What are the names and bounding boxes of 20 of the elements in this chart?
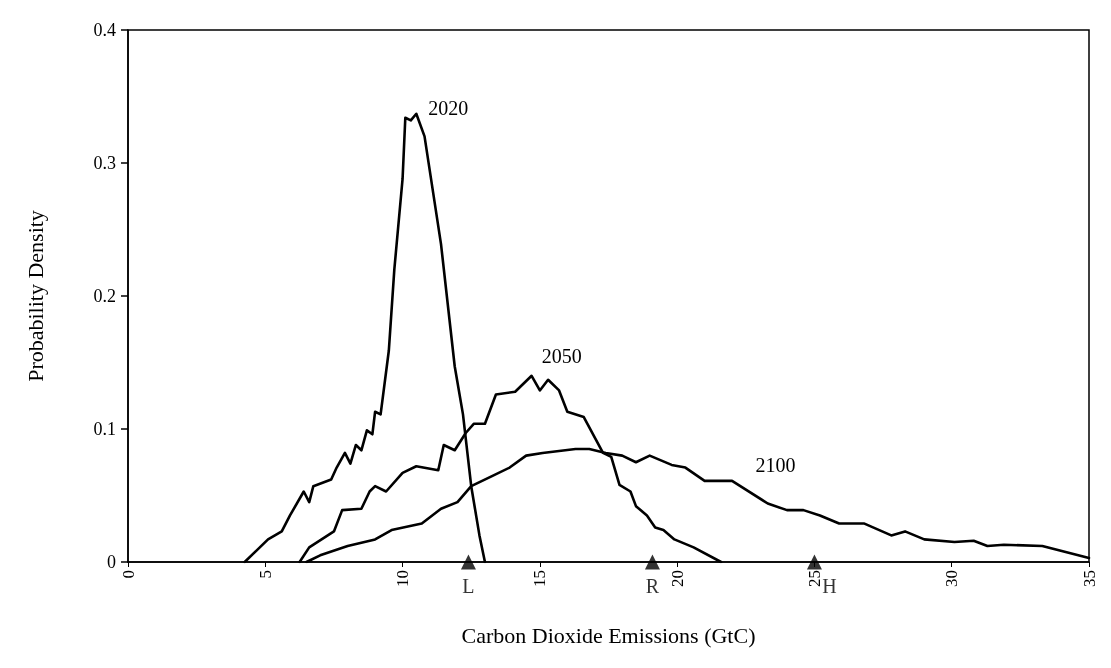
x-tick-label: 35 xyxy=(1079,570,1099,587)
x-axis-title: Carbon Dioxide Emissions (GtC) xyxy=(461,622,756,648)
data-label: R xyxy=(645,574,660,597)
data-label: H xyxy=(822,574,837,597)
x-tick-label: 15 xyxy=(530,570,550,587)
y-tick-label: 0.2 xyxy=(93,286,116,306)
series-label: 2050 xyxy=(541,344,582,367)
y-tick-label: 0.4 xyxy=(93,20,116,40)
x-tick-label: 10 xyxy=(393,570,413,587)
x-tick-label: 30 xyxy=(942,570,962,587)
x-tick-label: 0 xyxy=(118,570,138,579)
series-label: 2020 xyxy=(428,96,469,119)
data-label: L xyxy=(462,574,475,597)
y-axis-title: Probability Density xyxy=(22,210,48,382)
x-tick-label: 25 xyxy=(804,570,824,587)
x-tick-label: 20 xyxy=(667,570,687,587)
y-tick-label: 0.3 xyxy=(93,153,116,173)
y-tick-label: 0.1 xyxy=(93,419,116,439)
x-tick-label: 5 xyxy=(255,570,275,579)
series-label: 2100 xyxy=(755,453,796,476)
